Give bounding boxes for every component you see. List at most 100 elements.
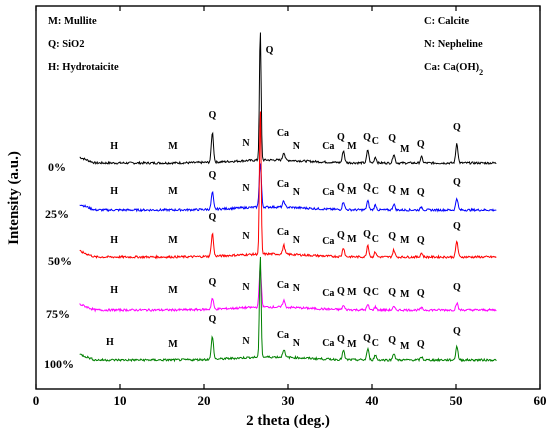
x-tick-label: 10 [114,393,127,408]
peak-label: Ca [277,280,289,291]
x-tick-label: 20 [198,393,211,408]
legend-entry: Ca: Ca(OH)2 [424,62,483,77]
legend: M: Mullite Q: SiO2 H: Hydrotaicite C: Calci… [48,16,483,77]
peak-label: Ca [277,179,289,190]
peak-label: Q [209,170,217,181]
peak-label: M [347,287,357,298]
series-1: 25%H MQN CaN Ca Q M Q C Q M QQ [45,163,497,221]
peak-label: Q [209,314,217,325]
peak-label: N [242,231,250,242]
peak-label: Ca [322,338,334,349]
peak-label: Q [388,335,396,346]
series-name-label: 100% [44,357,74,371]
peak-label: Q [417,235,425,246]
legend-entry: M: Mullite [48,16,97,27]
x-tick-label: 60 [534,393,547,408]
peak-label: Q [363,182,371,193]
peak-label: Ca [277,330,289,341]
peak-label: Ca [322,288,334,299]
peak-label: C [372,338,379,349]
legend-entry: N: Nepheline [424,39,483,50]
series-3: 75%H MQ N Ca N Ca Q M Q C Q M QQ [46,267,497,321]
peak-label: N [242,336,250,347]
x-tick-label: 50 [450,393,463,408]
y-axis-title: Intensity (a.u.) [6,151,22,245]
peak-label: M [168,285,178,296]
peak-label: N [242,183,250,194]
peak-label: Ca [277,128,289,139]
peak-label: N [293,338,301,349]
peak-label: H [106,337,114,348]
plot-frame [35,5,541,390]
peak-label: M [168,141,178,152]
series-line [79,256,497,363]
peak-label: Q [417,139,425,150]
series-line [79,111,497,260]
series-name-label: 0% [48,160,66,174]
peak-label: N [293,141,301,152]
series-name-label: 25% [45,207,69,221]
series-line [79,163,497,213]
peak-label: M [400,235,410,246]
peak-label: H [110,186,118,197]
peak-label: Q [388,184,396,195]
peak-label: Q [337,132,345,143]
peak-label: N [293,187,301,198]
peak-label: Q [363,286,371,297]
peak-label: M [400,289,410,300]
peak-label: Q [388,231,396,242]
peak-label: M [347,339,357,350]
peak-label: N [242,282,250,293]
legend-entry: C: Calcite [424,16,470,27]
peak-label: Q [363,333,371,344]
peak-label: Q [388,287,396,298]
series-2: 50%H MQN CaN CaQ M Q C Q M QQ [48,111,497,268]
peak-label: Ca [277,227,289,238]
peak-label: H [110,235,118,246]
legend-entry: Q: SiO2 [48,39,84,50]
peak-label: N [293,283,301,294]
peak-label: M [347,141,357,152]
series-name-label: 75% [46,307,70,321]
peak-label: Q [337,230,345,241]
peak-label: Q [363,132,371,143]
peak-label: C [372,234,379,245]
peak-label: Q [209,277,217,288]
peak-label: Q [209,212,217,223]
peak-label: Q [363,229,371,240]
peak-label: C [372,287,379,298]
peak-label: Q [417,187,425,198]
series-line [79,32,497,166]
x-axis: 0 10 20 30 40 50 60 [33,6,547,408]
series-name-label: 50% [48,254,72,268]
peak-label: C [372,136,379,147]
peak-label: Q [388,133,396,144]
x-tick-label: 40 [366,393,379,408]
peak-label: Q [417,339,425,350]
peak-label: Q [337,286,345,297]
peak-label: Q [266,45,274,56]
peak-label: Q [453,221,461,232]
peak-label: H [110,285,118,296]
peak-label: M [400,187,410,198]
x-tick-label: 0 [33,393,40,408]
peak-label: M [347,186,357,197]
peak-label: N [293,235,301,246]
peak-label: Q [337,182,345,193]
peak-label: M [347,234,357,245]
peak-label: M [168,339,178,350]
peak-label: M [168,186,178,197]
peak-label: Ca [322,187,334,198]
peak-label: Ca [322,141,334,152]
peak-label: M [400,144,410,155]
peak-label: H [110,141,118,152]
peak-label: Q [453,282,461,293]
series-line [79,267,497,313]
peak-label: Q [209,110,217,121]
peak-label: Ca [322,236,334,247]
x-axis-title: 2 theta (deg.) [246,413,330,429]
